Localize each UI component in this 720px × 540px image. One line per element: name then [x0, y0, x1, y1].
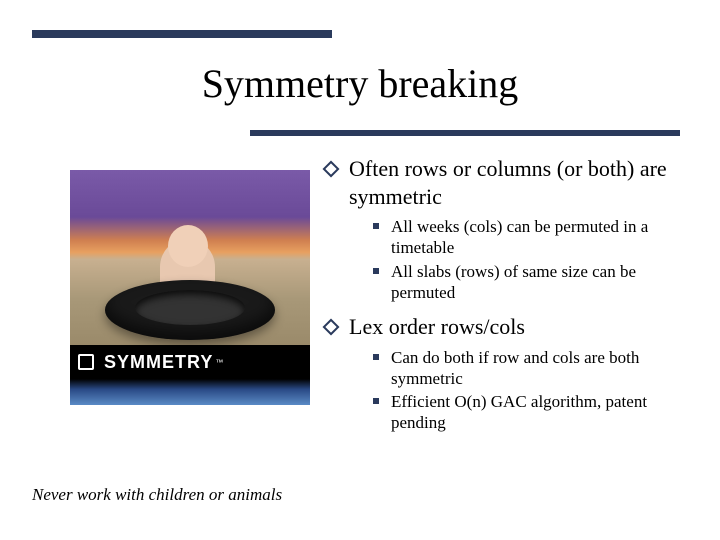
sub-bullet: Efficient O(n) GAC algorithm, patent pen…	[373, 391, 700, 434]
page-title: Symmetry breaking	[0, 60, 720, 107]
square-bullet-icon	[373, 398, 379, 404]
bullet-1-children: All weeks (cols) can be permuted in a ti…	[373, 216, 700, 303]
tire	[105, 280, 275, 340]
bullet-1: Often rows or columns (or both) are symm…	[325, 155, 700, 210]
trademark: ™	[215, 358, 223, 367]
square-bullet-icon	[373, 354, 379, 360]
baby-head	[168, 225, 208, 267]
tire-inner	[135, 290, 245, 325]
sub-bullet: Can do both if row and cols are both sym…	[373, 347, 700, 390]
diamond-bullet-icon	[323, 161, 340, 178]
sub-bullet: All slabs (rows) of same size can be per…	[373, 261, 700, 304]
image-caption: Never work with children or animals	[32, 485, 282, 505]
banner-icon	[78, 354, 94, 370]
slide-image: SYMMETRY ™	[70, 170, 310, 405]
sub-bullet-text: All slabs (rows) of same size can be per…	[391, 261, 700, 304]
bullet-2-children: Can do both if row and cols are both sym…	[373, 347, 700, 434]
sub-bullet-text: Efficient O(n) GAC algorithm, patent pen…	[391, 391, 700, 434]
bullet-2-text: Lex order rows/cols	[349, 313, 525, 341]
content-area: Often rows or columns (or both) are symm…	[325, 155, 700, 444]
sub-bullet-text: Can do both if row and cols are both sym…	[391, 347, 700, 390]
sub-bullet: All weeks (cols) can be permuted in a ti…	[373, 216, 700, 259]
square-bullet-icon	[373, 223, 379, 229]
image-banner: SYMMETRY ™	[70, 345, 310, 379]
diamond-bullet-icon	[323, 319, 340, 336]
banner-text: SYMMETRY	[104, 352, 213, 373]
image-glow	[70, 379, 310, 405]
bullet-1-text: Often rows or columns (or both) are symm…	[349, 155, 700, 210]
top-accent-bar	[32, 30, 332, 38]
square-bullet-icon	[373, 268, 379, 274]
sub-bullet-text: All weeks (cols) can be permuted in a ti…	[391, 216, 700, 259]
mid-accent-bar	[250, 130, 680, 136]
bullet-2: Lex order rows/cols	[325, 313, 700, 341]
